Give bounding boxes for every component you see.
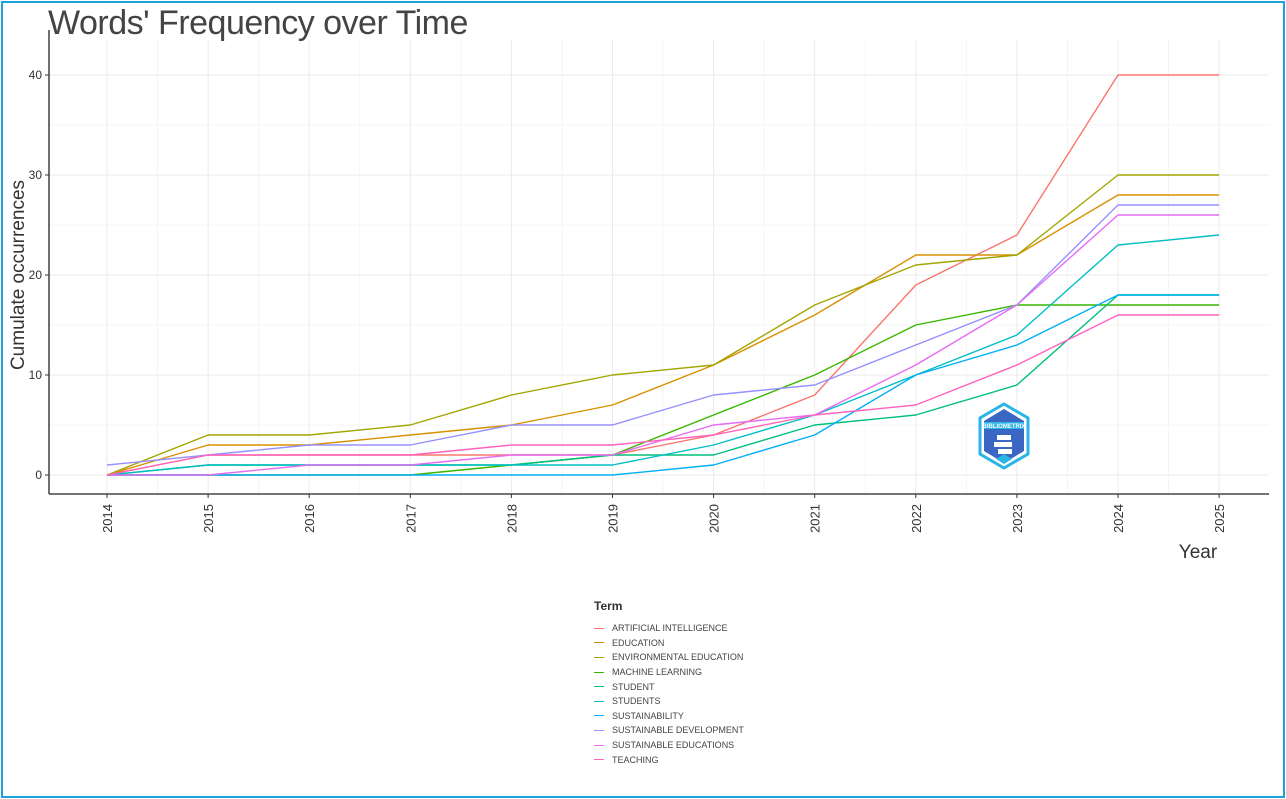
x-tick-label: 2024 — [1111, 504, 1126, 533]
legend-label: STUDENTS — [612, 696, 661, 707]
legend-item: TEACHING — [594, 752, 744, 767]
x-tick-label: 2014 — [100, 504, 115, 533]
legend-swatch — [594, 715, 604, 717]
legend-label: MACHINE LEARNING — [612, 667, 703, 678]
x-tick-label: 2020 — [707, 504, 722, 533]
series-line-teaching — [106, 314, 1220, 476]
legend: Term ARTIFICIAL INTELLIGENCE EDUCATION ENV… — [594, 599, 744, 767]
line-chart: 0 10 20 30 40 2014 2015 2016 2017 2018 2019 2020 202… — [8, 30, 1269, 563]
y-tick-label: 20 — [29, 268, 43, 282]
legend-swatch — [594, 759, 604, 761]
series-line-sustainable-development — [106, 204, 1220, 466]
legend-swatch — [594, 744, 604, 746]
legend-label: ENVIRONMENTAL EDUCATION — [612, 652, 744, 663]
x-tick-label: 2016 — [302, 504, 317, 533]
x-tick-label: 2018 — [504, 504, 519, 533]
legend-item: STUDENTS — [594, 694, 744, 709]
legend-label: STUDENT — [612, 681, 655, 692]
chart-title: Words' Frequency over Time — [48, 4, 468, 42]
y-axis-label: Cumulate occurrences — [8, 180, 29, 370]
legend-item: ARTIFICIAL INTELLIGENCE — [594, 621, 744, 636]
legend-items: ARTIFICIAL INTELLIGENCE EDUCATION ENVIRONM… — [594, 621, 744, 767]
x-tick-label: 2025 — [1212, 504, 1227, 533]
legend-label: SUSTAINABLE DEVELOPMENT — [612, 725, 744, 736]
series-lines — [106, 74, 1220, 476]
legend-swatch — [594, 729, 604, 731]
legend-label: TEACHING — [612, 754, 659, 765]
axes — [48, 30, 1269, 495]
y-tick-label: 40 — [29, 68, 43, 82]
x-axis-label: Year — [1179, 542, 1218, 563]
y-tick-label: 0 — [35, 468, 42, 482]
legend-swatch — [594, 642, 604, 644]
legend-label: SUSTAINABLE EDUCATIONS — [612, 740, 735, 751]
legend-item: STUDENT — [594, 679, 744, 694]
legend-title: Term — [594, 599, 623, 613]
y-tick-label: 10 — [29, 368, 43, 382]
legend-label: ARTIFICIAL INTELLIGENCE — [612, 623, 728, 634]
legend-swatch — [594, 671, 604, 673]
bibliometrix-logo-icon: BIBLIOMETRIX — [978, 402, 1030, 470]
x-tick-label: 2019 — [606, 504, 621, 533]
tick-labels: 0 10 20 30 40 2014 2015 2016 2017 2018 2019 2020 202… — [29, 68, 1227, 533]
legend-swatch — [594, 627, 604, 629]
x-tick-label: 2021 — [808, 504, 823, 533]
legend-swatch — [594, 656, 604, 658]
series-line-sustainability — [107, 294, 1220, 476]
svg-text:BIBLIOMETRIX: BIBLIOMETRIX — [983, 424, 1026, 430]
legend-item: MACHINE LEARNING — [594, 665, 744, 680]
x-tick-label: 2023 — [1010, 504, 1025, 533]
legend-item: SUSTAINABLE EDUCATIONS — [594, 738, 744, 753]
x-tick-label: 2022 — [909, 504, 924, 533]
legend-swatch — [594, 700, 604, 702]
series-line-students — [106, 234, 1220, 476]
legend-label: EDUCATION — [612, 637, 665, 648]
legend-item: ENVIRONMENTAL EDUCATION — [594, 650, 744, 665]
legend-item: SUSTAINABLE DEVELOPMENT — [594, 723, 744, 738]
legend-swatch — [594, 686, 604, 688]
legend-item: EDUCATION — [594, 636, 744, 651]
series-line-environmental-education — [106, 174, 1220, 476]
legend-item: SUSTAINABILITY — [594, 709, 744, 724]
legend-label: SUSTAINABILITY — [612, 710, 684, 721]
x-tick-label: 2017 — [403, 504, 418, 533]
grid — [49, 40, 1269, 494]
y-tick-label: 30 — [29, 168, 43, 182]
series-line-education — [106, 194, 1220, 476]
x-tick-label: 2015 — [201, 504, 216, 533]
